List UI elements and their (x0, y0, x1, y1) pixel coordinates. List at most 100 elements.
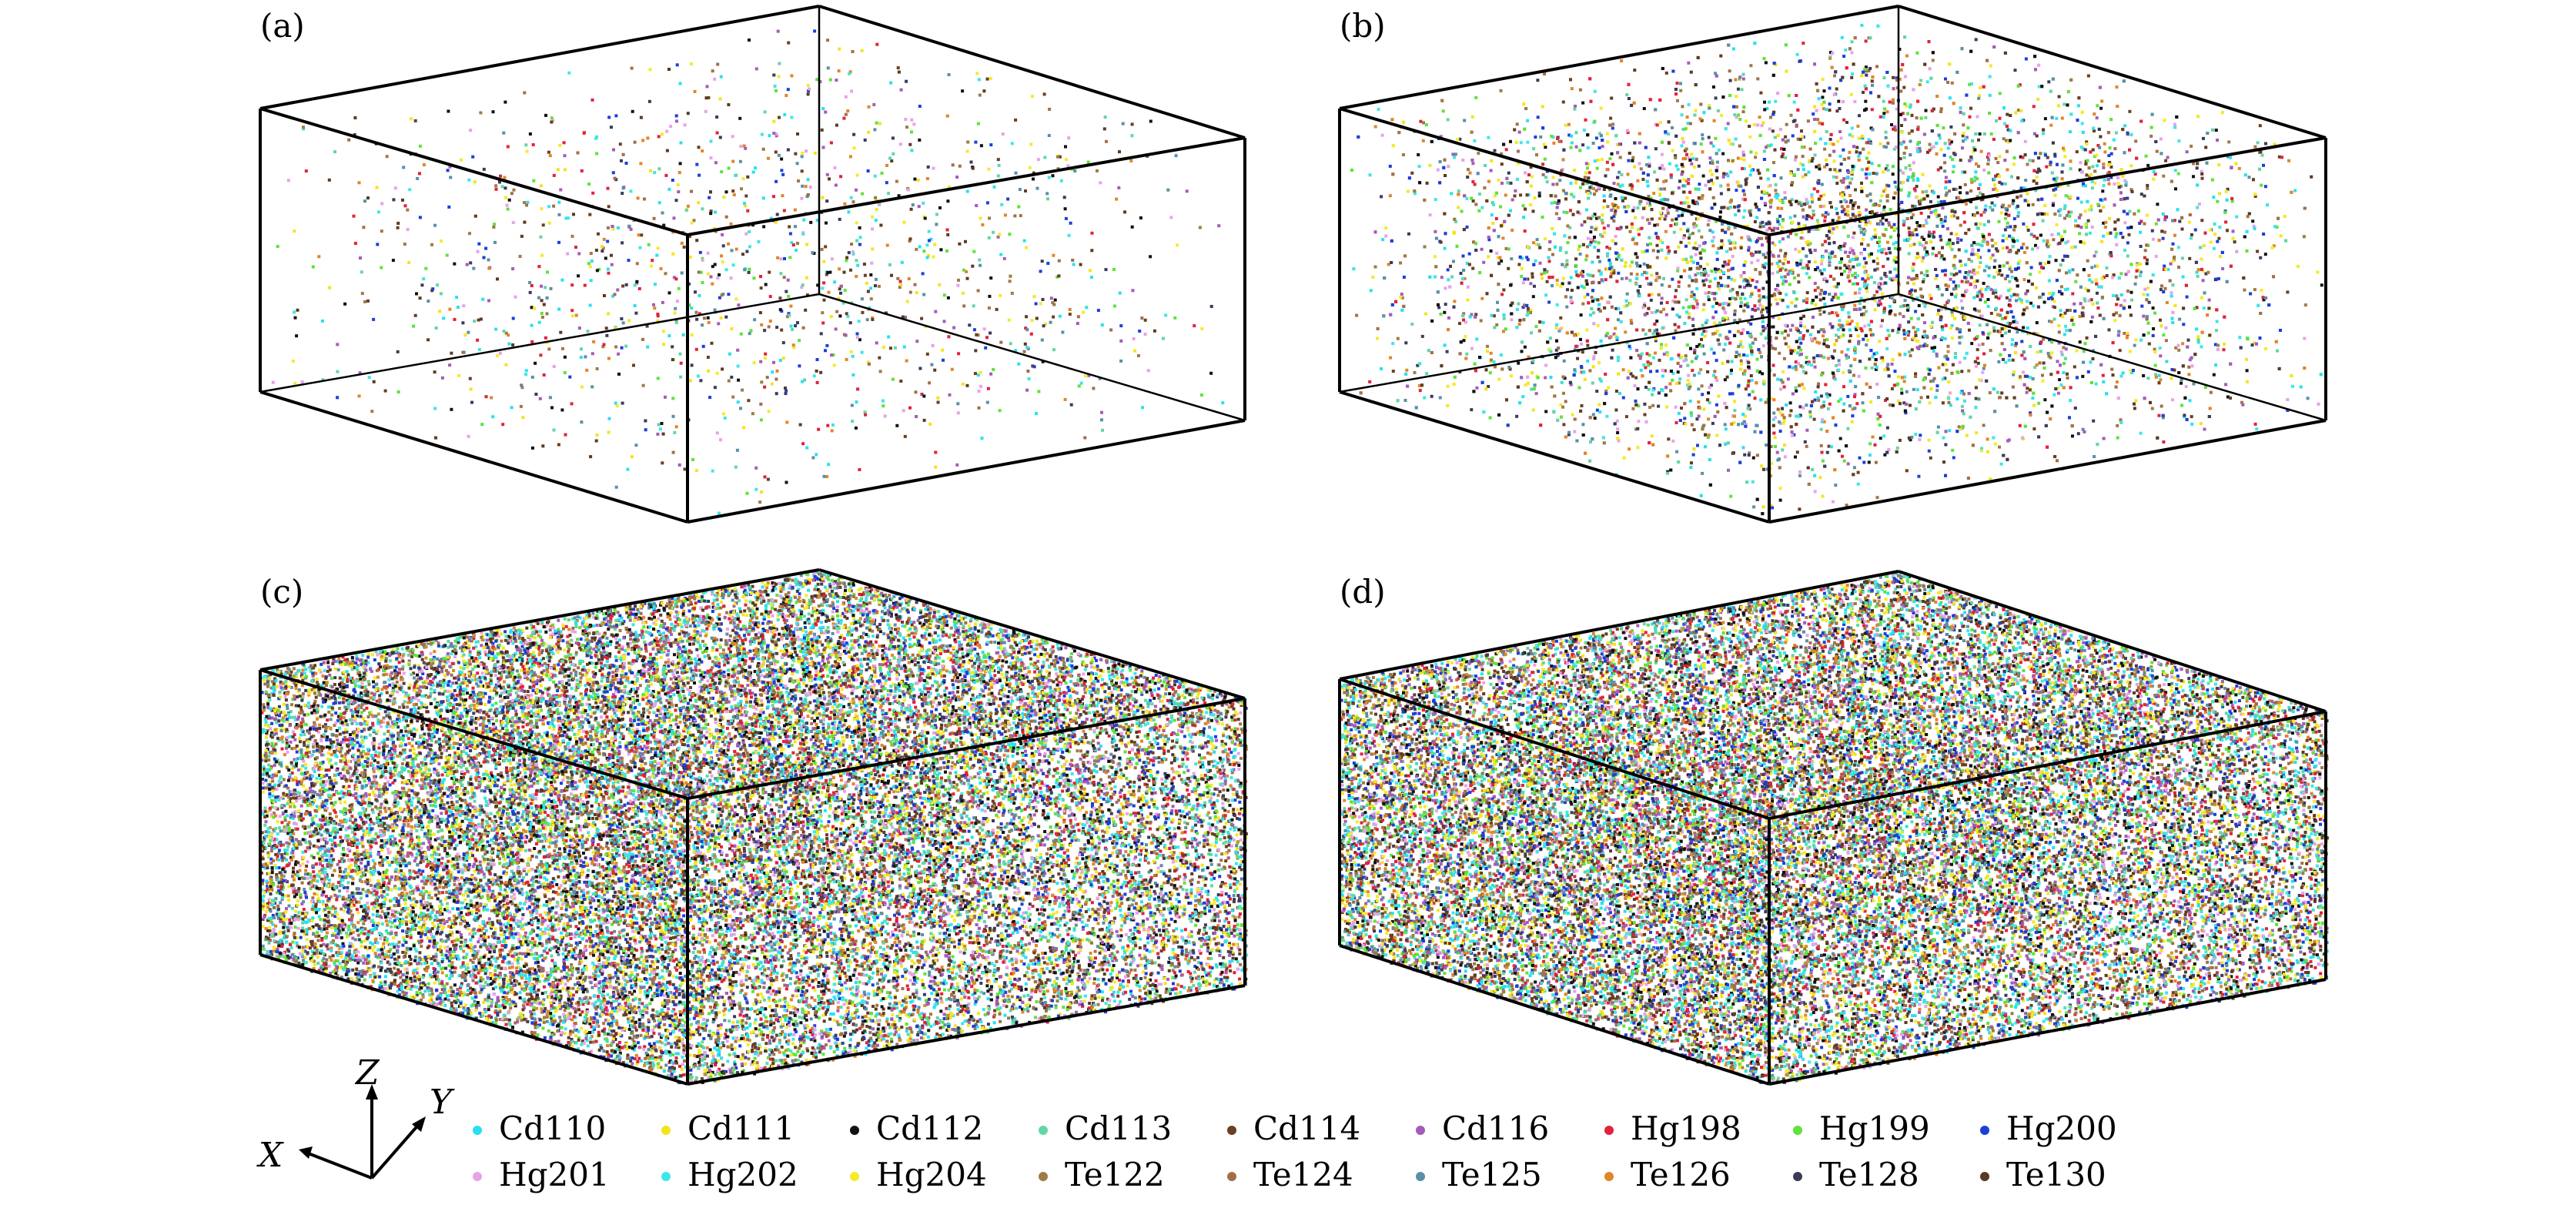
atom (674, 277, 677, 280)
atom (362, 226, 365, 229)
atom (513, 189, 516, 192)
atom (610, 254, 613, 257)
atom (980, 144, 983, 147)
atom (748, 332, 751, 335)
atom (938, 206, 942, 209)
atom (741, 253, 744, 256)
atom (737, 303, 740, 306)
atom (1025, 346, 1029, 349)
atom (1069, 313, 1072, 316)
atom (771, 370, 774, 373)
atom (661, 461, 664, 464)
atom (701, 323, 704, 326)
atom (447, 206, 450, 209)
atom (742, 426, 745, 429)
atom (758, 500, 761, 504)
atom (591, 99, 594, 102)
atom (1708, 136, 1711, 139)
atom (1200, 393, 1203, 397)
atom (922, 202, 925, 205)
atom (358, 394, 361, 397)
atom (560, 279, 564, 282)
atom (614, 402, 617, 405)
atom (662, 330, 665, 333)
atom (570, 402, 574, 405)
atom (1069, 308, 1072, 311)
atom (941, 349, 944, 352)
atom (709, 212, 712, 215)
atom (406, 209, 409, 212)
atom (1064, 398, 1067, 401)
atom (377, 210, 380, 213)
atom (790, 74, 793, 77)
atom (744, 233, 748, 236)
atom (538, 321, 541, 324)
atom (1014, 119, 1017, 122)
atom (577, 253, 580, 256)
atom (570, 283, 574, 286)
atom (748, 268, 751, 271)
atom (905, 360, 908, 363)
atom (597, 233, 600, 236)
atom (682, 333, 685, 336)
atom (503, 330, 506, 333)
atom (816, 358, 819, 361)
atom (721, 233, 724, 236)
atom (698, 146, 701, 149)
atom (678, 464, 681, 467)
atom (492, 226, 495, 229)
atom (1137, 354, 1140, 357)
atom (799, 423, 802, 427)
atom (607, 313, 610, 316)
atom (667, 68, 671, 71)
atom (868, 105, 871, 109)
atom (540, 207, 543, 210)
atom (553, 174, 556, 177)
atom (679, 353, 682, 356)
atom (625, 283, 628, 286)
atom (396, 350, 400, 353)
atom (718, 512, 721, 515)
atom (467, 331, 470, 334)
atom (1119, 324, 1122, 327)
atom (553, 429, 556, 432)
atom (1059, 315, 1062, 318)
atom (888, 263, 892, 266)
atom (1025, 389, 1029, 392)
atom (302, 126, 305, 129)
atom (869, 286, 872, 290)
atom (932, 344, 935, 347)
atom (607, 226, 610, 229)
atom (528, 281, 531, 284)
atom (778, 296, 781, 300)
atom (748, 38, 751, 42)
atom (626, 468, 629, 471)
atom (301, 380, 304, 383)
atom (466, 263, 469, 266)
atom (580, 356, 583, 359)
atom (661, 212, 664, 215)
atom (1023, 350, 1026, 353)
atom (796, 321, 799, 324)
atom (587, 330, 590, 333)
atom (607, 205, 611, 208)
atom (910, 149, 913, 152)
atom (850, 350, 853, 353)
atom (447, 110, 450, 113)
atom (951, 368, 954, 371)
atom (907, 189, 910, 192)
atom (677, 183, 680, 186)
atom (899, 142, 902, 146)
atom (641, 139, 644, 142)
atom (821, 311, 824, 314)
atom (772, 132, 775, 135)
atom (434, 437, 437, 440)
atom (1052, 303, 1055, 306)
atom (896, 277, 899, 280)
atom (354, 242, 357, 245)
atom (305, 169, 308, 172)
atom (909, 291, 912, 294)
atom (641, 338, 644, 341)
atom (882, 404, 885, 407)
atom (418, 172, 421, 175)
